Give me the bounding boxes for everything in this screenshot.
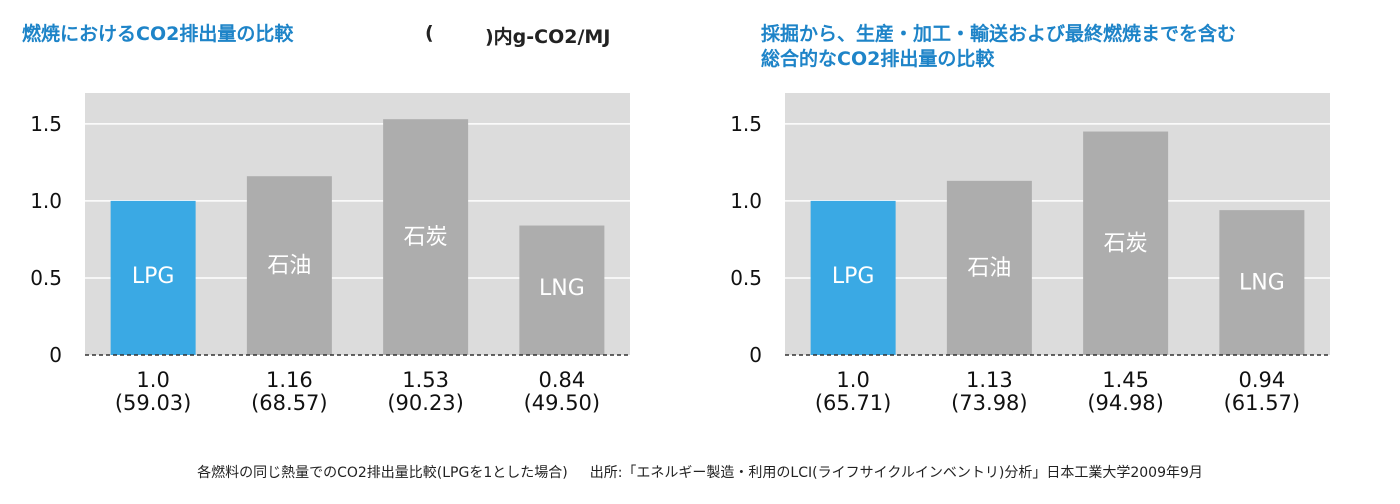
right-ytick-label: 1.0 — [730, 189, 762, 213]
left-bar — [110, 200, 196, 355]
right-sub-label: (65.71) — [815, 391, 892, 415]
right-ytick-label: 1.5 — [730, 112, 762, 136]
right-chart-title-line2: 総合的なCO2排出量の比較 — [761, 48, 995, 70]
right-bar — [946, 180, 1032, 355]
left-category-label: LNG — [539, 276, 585, 301]
right-category-label: LNG — [1239, 271, 1285, 296]
left-bar-chart: 00.51.01.5LPG1.0(59.03)石油1.16(68.57)石炭1.… — [30, 93, 630, 415]
right-bar-chart: 00.51.01.5LPG1.0(65.71)石油1.13(73.98)石炭1.… — [730, 93, 1330, 415]
right-ytick-label: 0.5 — [730, 266, 762, 290]
right-ytick-label: 0 — [749, 343, 762, 367]
right-value-label: 1.45 — [1102, 368, 1149, 392]
right-sub-label: (61.57) — [1224, 391, 1301, 415]
right-category-label: 石炭 — [1104, 231, 1148, 256]
left-bar — [383, 119, 469, 355]
footer-source: 出所:「エネルギー製造・利用のLCI(ライフサイクルインベントリ)分析」日本工業… — [589, 465, 1203, 481]
left-unit-label: )内g-CO2/MJ — [485, 26, 611, 48]
left-value-label: 1.16 — [266, 368, 313, 392]
right-sub-label: (73.98) — [951, 391, 1028, 415]
right-category-label: LPG — [832, 264, 875, 289]
left-category-label: 石油 — [267, 254, 311, 279]
left-sub-label: (49.50) — [524, 391, 601, 415]
right-bar — [1083, 131, 1169, 355]
left-ytick-label: 0.5 — [30, 266, 62, 290]
footer: 各燃料の同じ熱量でのCO2排出量比較(LPGを1とした場合) 出所:「エネルギー製… — [0, 462, 1400, 482]
footer-note: 各燃料の同じ熱量でのCO2排出量比較(LPGを1とした場合) — [197, 465, 568, 481]
left-sub-label: (68.57) — [251, 391, 328, 415]
left-value-label: 1.0 — [136, 368, 169, 392]
left-ytick-label: 1.5 — [30, 112, 62, 136]
right-value-label: 1.0 — [836, 368, 869, 392]
left-category-label: LPG — [132, 264, 175, 289]
left-category-label: 石炭 — [404, 225, 448, 250]
left-sub-label: (59.03) — [115, 391, 192, 415]
left-sub-label: (90.23) — [387, 391, 464, 415]
left-value-label: 0.84 — [538, 368, 585, 392]
left-ytick-label: 0 — [49, 343, 62, 367]
right-bar — [810, 200, 896, 355]
left-chart-title: 燃焼におけるCO2排出量の比較 — [22, 23, 294, 45]
left-value-label: 1.53 — [402, 368, 449, 392]
right-value-label: 1.13 — [966, 368, 1013, 392]
left-bar — [519, 225, 605, 355]
left-bar — [246, 176, 332, 355]
left-unit-paren-open: ( — [425, 22, 434, 44]
right-chart-title-line1: 採掘から、生産・加工・輸送および最終燃焼までを含む — [761, 23, 1237, 45]
right-bar — [1219, 210, 1305, 355]
right-sub-label: (94.98) — [1087, 391, 1164, 415]
right-category-label: 石油 — [967, 256, 1011, 281]
left-ytick-label: 1.0 — [30, 189, 62, 213]
right-value-label: 0.94 — [1238, 368, 1285, 392]
